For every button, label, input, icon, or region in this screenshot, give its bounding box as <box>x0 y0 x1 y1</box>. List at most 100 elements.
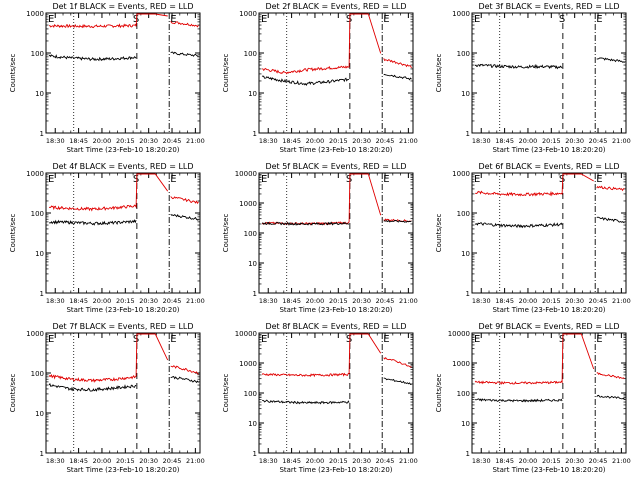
plot-frame <box>471 332 627 454</box>
x-tick-label: 20:45 <box>589 297 608 305</box>
lld-series-line <box>474 333 595 385</box>
x-tick-label: 20:45 <box>163 297 182 305</box>
lld-series-line-after <box>383 218 412 222</box>
x-tick-label: 21:00 <box>399 137 418 145</box>
lld-series-line <box>48 173 169 212</box>
x-tick-label: 20:00 <box>93 137 112 145</box>
lld-series-line-after <box>596 185 625 192</box>
events-series-line <box>474 222 563 229</box>
y-tick-label: 10 <box>461 420 470 428</box>
x-tick-label: 18:45 <box>282 457 301 465</box>
marker-E-label: E <box>474 334 480 345</box>
x-tick-label: 20:15 <box>329 137 348 145</box>
lld-series-line-after <box>170 20 199 28</box>
y-tick-label: 10 <box>248 420 257 428</box>
y-tick-label: 1000 <box>452 170 470 178</box>
marker-E-label: E <box>48 174 54 185</box>
events-series-line <box>474 63 563 70</box>
y-tick-label: 1 <box>40 290 44 298</box>
x-tick-label: 20:45 <box>163 137 182 145</box>
y-tick-label: 100 <box>457 50 470 58</box>
detector-panel-7: Det 7f BLACK = Events, RED = LLD 1 10 100 10… <box>9 322 205 474</box>
x-tick-label: 20:15 <box>329 297 348 305</box>
events-series-line-after <box>170 213 199 221</box>
y-axis-label: Counts/sec <box>435 54 443 93</box>
detector-panel-9: Det 9f BLACK = Events, RED = LLD 1 10 100 10… <box>435 322 631 474</box>
x-axis-label: Start Time (23-Feb-10 18:20:20) <box>66 306 179 314</box>
lld-series-line <box>475 173 594 197</box>
marker-E-label: E <box>261 174 267 185</box>
events-series-line <box>261 75 350 87</box>
y-tick-label: 10 <box>248 260 257 268</box>
panel-title: Det 8f BLACK = Events, RED = LLD <box>265 322 406 331</box>
x-tick-label: 20:15 <box>542 297 561 305</box>
plot-frame <box>258 332 414 454</box>
x-tick-label: 20:30 <box>352 297 371 305</box>
y-tick-label: 10000 <box>448 330 470 338</box>
x-tick-label: 20:45 <box>163 457 182 465</box>
events-series-line <box>48 382 137 392</box>
x-tick-label: 18:30 <box>259 457 278 465</box>
x-tick-label: 20:00 <box>519 297 538 305</box>
x-tick-label: 21:00 <box>612 137 631 145</box>
detector-panel-2: Det 2f BLACK = Events, RED = LLD 1 10 100 10… <box>222 2 418 154</box>
x-tick-label: 20:15 <box>116 137 135 145</box>
y-axis-label: Counts/sec <box>9 214 17 253</box>
marker-E2-label: E <box>596 174 602 185</box>
events-series-line-after <box>383 377 412 386</box>
y-tick-label: 10 <box>35 250 44 258</box>
x-tick-label: 18:45 <box>495 297 514 305</box>
x-tick-label: 21:00 <box>186 297 205 305</box>
plot-frame <box>471 12 627 134</box>
x-tick-label: 20:00 <box>306 457 325 465</box>
x-tick-label: 20:30 <box>565 297 584 305</box>
y-tick-label: 100 <box>457 390 470 398</box>
marker-S-label: S <box>133 334 139 345</box>
y-tick-label: 1000 <box>452 360 470 368</box>
events-series-line-after <box>596 394 625 400</box>
y-axis-label: Counts/sec <box>222 214 230 253</box>
marker-S-label: S <box>133 174 139 185</box>
x-tick-label: 20:15 <box>116 297 135 305</box>
detector-panel-5: Det 5f BLACK = Events, RED = LLD 1 10 100 10… <box>222 162 418 314</box>
x-tick-label: 18:45 <box>282 137 301 145</box>
x-tick-label: 18:45 <box>69 457 88 465</box>
y-axis-label: Counts/sec <box>435 374 443 413</box>
x-axis-label: Start Time (23-Feb-10 18:20:20) <box>66 146 179 154</box>
detector-panel-6: Det 6f BLACK = Events, RED = LLD 1 10 100 10… <box>435 162 631 314</box>
y-tick-label: 100 <box>244 50 257 58</box>
lld-series-line-after <box>383 356 412 368</box>
events-series-line <box>262 221 350 226</box>
x-tick-label: 20:30 <box>565 137 584 145</box>
y-tick-label: 1000 <box>239 200 257 208</box>
events-series-line-after <box>170 51 199 57</box>
marker-E-label: E <box>474 174 480 185</box>
y-tick-label: 10000 <box>235 170 257 178</box>
x-tick-label: 21:00 <box>612 297 631 305</box>
lld-series-line <box>48 13 168 29</box>
y-tick-label: 1 <box>253 290 257 298</box>
y-tick-label: 100 <box>31 50 44 58</box>
lld-series-line-after <box>596 372 625 380</box>
y-axis-label: Counts/sec <box>435 214 443 253</box>
detector-panel-4: Det 4f BLACK = Events, RED = LLD 1 10 100 10… <box>9 162 205 314</box>
x-tick-label: 18:45 <box>69 137 88 145</box>
y-tick-label: 100 <box>31 370 44 378</box>
panel-title: Det 3f BLACK = Events, RED = LLD <box>478 2 619 11</box>
events-series-line-after <box>383 73 412 81</box>
y-tick-label: 10 <box>35 90 44 98</box>
x-tick-label: 20:00 <box>93 297 112 305</box>
x-tick-label: 20:45 <box>589 457 608 465</box>
x-tick-label: 18:30 <box>46 297 65 305</box>
marker-E-label: E <box>48 334 54 345</box>
events-series-line <box>48 54 137 62</box>
x-tick-label: 21:00 <box>186 457 205 465</box>
x-axis-label: Start Time (23-Feb-10 18:20:20) <box>492 306 605 314</box>
x-tick-label: 21:00 <box>399 297 418 305</box>
events-series-line-after <box>383 219 412 223</box>
x-tick-label: 20:00 <box>306 297 325 305</box>
marker-E2-label: E <box>170 334 176 345</box>
x-tick-label: 20:45 <box>376 137 395 145</box>
